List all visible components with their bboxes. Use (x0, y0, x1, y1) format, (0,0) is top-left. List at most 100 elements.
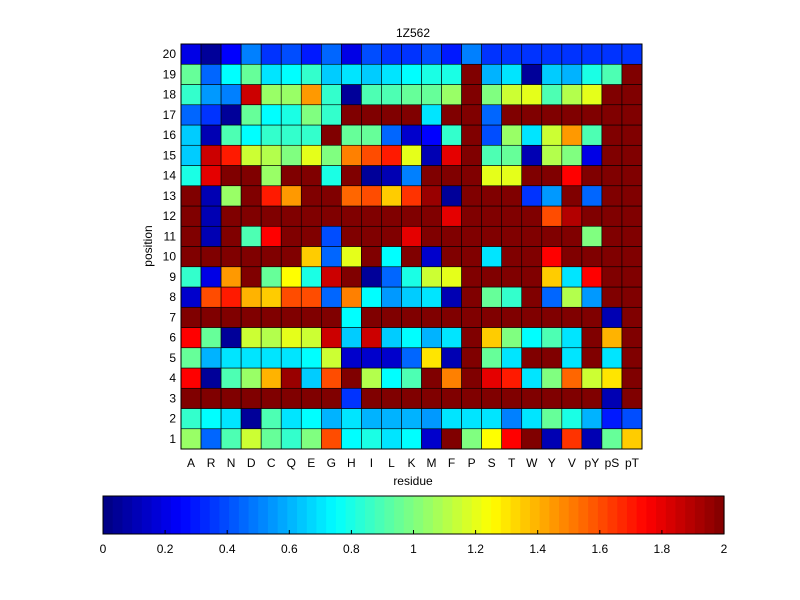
heatmap-cell (501, 347, 523, 369)
heatmap-cell (280, 286, 302, 308)
colorbar-tick-label: 1 (410, 542, 417, 556)
heatmap-cell (320, 306, 342, 328)
heatmap-cell (220, 84, 242, 106)
colorbar-tick-label: 0 (100, 542, 107, 556)
colorbar-segment (636, 496, 647, 534)
heatmap-cell (521, 124, 543, 146)
heatmap-cell (300, 144, 322, 166)
heatmap-cell (361, 144, 382, 166)
heatmap-cell (601, 185, 623, 207)
heatmap-cell (320, 367, 342, 389)
heatmap-cell (401, 246, 422, 268)
heatmap-cell (601, 165, 623, 187)
heatmap-cell (501, 408, 523, 430)
y-tick-label: 7 (169, 310, 176, 324)
heatmap-cell (401, 387, 422, 409)
heatmap-cell (501, 104, 523, 126)
colorbar-segment (520, 496, 531, 534)
heatmap-cell (561, 367, 583, 389)
heatmap-cell (341, 327, 362, 349)
heatmap-cell (280, 144, 302, 166)
colorbar-segment (248, 496, 259, 534)
y-tick-label: 15 (163, 148, 177, 162)
heatmap-cell (501, 144, 523, 166)
heatmap-cell (361, 266, 382, 288)
heatmap-cell (421, 165, 442, 187)
heatmap-cell (581, 185, 603, 207)
colorbar-segment (258, 496, 269, 534)
colorbar-segment (617, 496, 628, 534)
x-tick-label: W (526, 456, 538, 470)
heatmap-cell (601, 367, 623, 389)
y-tick-label: 9 (169, 270, 176, 284)
heatmap-cell (621, 63, 643, 85)
heatmap-cell (381, 165, 402, 187)
colorbar-tick-labels: 0 0.2 0.4 0.6 0.8 1 1.2 1.4 1.6 1.8 2 (100, 530, 728, 556)
colorbar-segment (112, 496, 123, 534)
heatmap-cell (521, 104, 543, 126)
heatmap-cell (280, 266, 302, 288)
heatmap-cell (180, 165, 202, 187)
heatmap-cell (501, 225, 523, 247)
heatmap-cell (601, 347, 623, 369)
heatmap-cell (341, 43, 362, 65)
heatmap-cell (341, 124, 362, 146)
heatmap-cell (300, 347, 322, 369)
heatmap-cell (341, 144, 362, 166)
heatmap-cell (421, 387, 442, 409)
heatmap-cell (501, 327, 523, 349)
colorbar-tick-label: 1.2 (467, 542, 484, 556)
heatmap-cell (280, 246, 302, 268)
y-tick-label: 17 (163, 108, 177, 122)
heatmap-cell (481, 144, 502, 166)
heatmap-cell (341, 306, 362, 328)
heatmap-cell (421, 124, 442, 146)
heatmap-cell (300, 205, 322, 227)
y-tick-label: 12 (163, 209, 177, 223)
heatmap-cell (240, 124, 262, 146)
heatmap-cell (561, 246, 583, 268)
heatmap-cell (401, 63, 422, 85)
heatmap-cell (561, 43, 583, 65)
heatmap-cell (561, 408, 583, 430)
heatmap-cell (361, 367, 382, 389)
colorbar-segment (675, 496, 686, 534)
heatmap-cell (601, 387, 623, 409)
colorbar-segment (180, 496, 191, 534)
heatmap-cell (501, 306, 523, 328)
heatmap-cell (220, 63, 242, 85)
heatmap-cell (320, 165, 342, 187)
heatmap-cell (521, 185, 543, 207)
heatmap-cell (441, 144, 462, 166)
heatmap-cell (220, 266, 242, 288)
y-tick-label: 3 (169, 391, 176, 405)
heatmap-cell (240, 428, 262, 450)
heatmap-cell (441, 63, 462, 85)
heatmap-cell (300, 327, 322, 349)
heatmap-cell (481, 306, 502, 328)
heatmap-cell (220, 124, 242, 146)
heatmap-cell (401, 124, 422, 146)
heatmap-cell (240, 246, 262, 268)
heatmap-cell (320, 84, 342, 106)
heatmap-cell (621, 246, 643, 268)
colorbar-segment (103, 496, 114, 534)
heatmap-cell (361, 104, 382, 126)
heatmap-cell (200, 347, 222, 369)
heatmap-cell (260, 43, 282, 65)
heatmap-cell (461, 408, 482, 430)
heatmap-cell (561, 327, 583, 349)
heatmap-cell (441, 306, 462, 328)
heatmap-cell (320, 327, 342, 349)
y-tick-label: 1 (169, 432, 176, 446)
heatmap-cell (361, 306, 382, 328)
heatmap-cell (180, 367, 202, 389)
colorbar-segment (132, 496, 143, 534)
heatmap-cell (441, 84, 462, 106)
x-axis-label: residue (393, 474, 433, 488)
heatmap-cell (421, 84, 442, 106)
heatmap-cell (240, 367, 262, 389)
heatmap-cell (601, 124, 623, 146)
heatmap-cell (561, 205, 583, 227)
heatmap-cell (300, 306, 322, 328)
